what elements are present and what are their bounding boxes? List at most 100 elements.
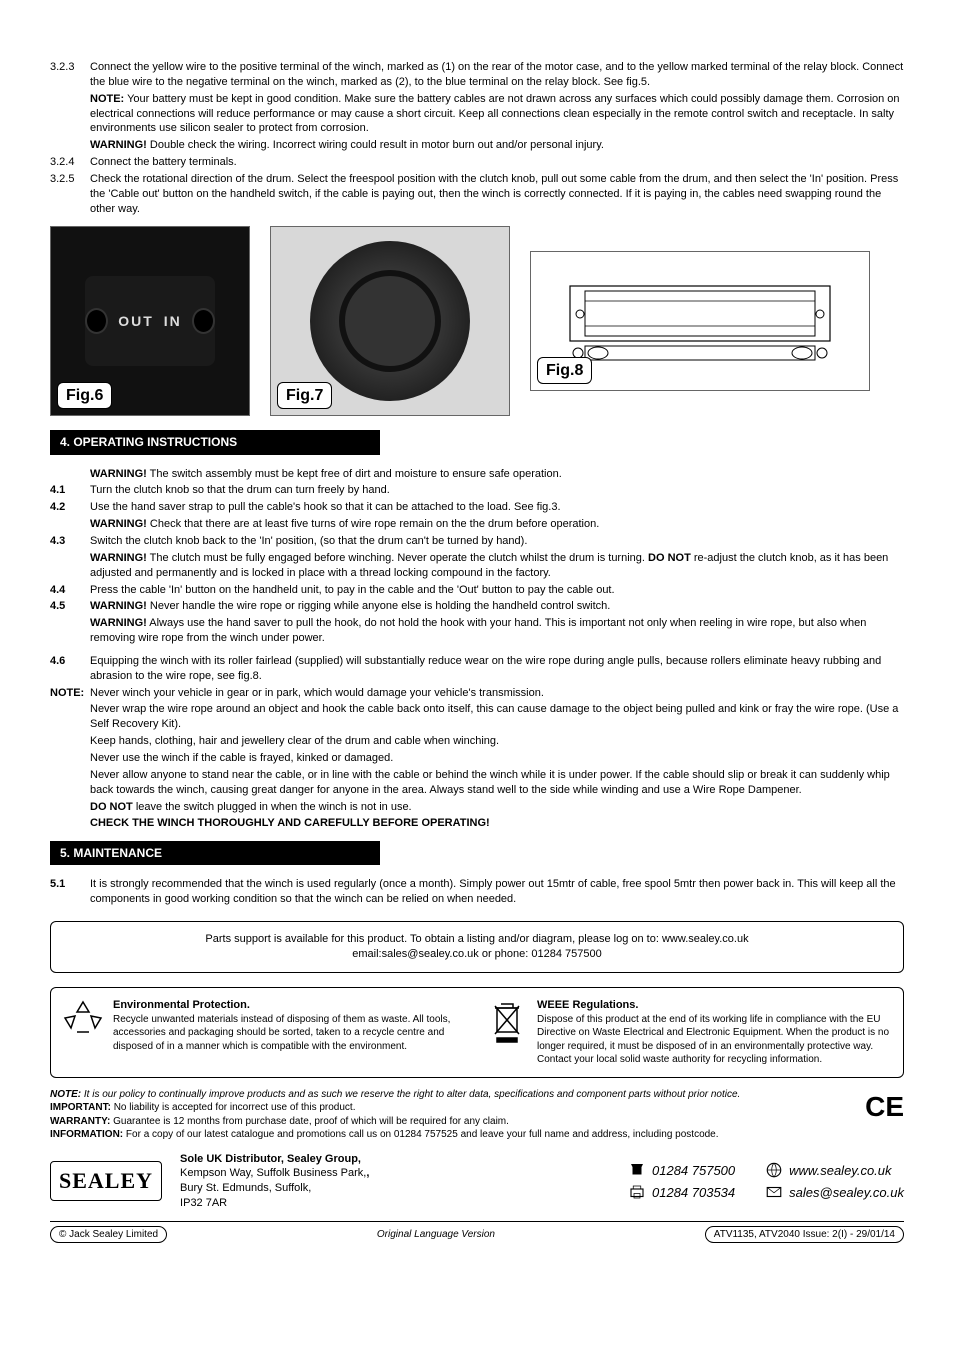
- donot-line: DO NOT leave the switch plugged in when …: [90, 800, 904, 815]
- dist-line-2: Kempson Way, Suffolk Business Park,,: [180, 1167, 369, 1179]
- note-text-5: Never allow anyone to stand near the cab…: [90, 768, 904, 798]
- item-text: Connect the battery terminals.: [90, 155, 904, 170]
- email-address: sales@sealey.co.uk: [789, 1184, 904, 1202]
- legal-note: NOTE: It is our policy to continually im…: [50, 1088, 904, 1102]
- note-text: It is our policy to continually improve …: [81, 1089, 740, 1100]
- warning-label: WARNING!: [90, 600, 147, 612]
- warning-label: WARNING!: [90, 468, 147, 480]
- clutch-knob-graphic: [310, 241, 470, 401]
- donot-text: leave the switch plugged in when the win…: [133, 801, 412, 813]
- warning-label: WARNING!: [90, 617, 147, 629]
- check-line: CHECK THE WINCH THOROUGHLY AND CAREFULLY…: [90, 816, 904, 831]
- important-label: IMPORTANT:: [50, 1102, 111, 1113]
- note-text-2: Never wrap the wire rope around an objec…: [90, 702, 904, 732]
- note-block: NOTE: Your battery must be kept in good …: [90, 92, 904, 137]
- warranty-text: Guarantee is 12 months from purchase dat…: [110, 1116, 509, 1127]
- env-column: Environmental Protection. Recycle unwant…: [63, 998, 467, 1067]
- item-number: 3.2.3: [50, 60, 90, 90]
- warning-text: Double check the wiring. Incorrect wirin…: [147, 139, 604, 151]
- legal-information: INFORMATION: For a copy of our latest ca…: [50, 1128, 904, 1142]
- fax: 01284 703534: [628, 1183, 735, 1201]
- dist-line-4: IP32 7AR: [180, 1197, 227, 1209]
- email: sales@sealey.co.uk: [765, 1183, 904, 1201]
- note-label: NOTE:: [90, 93, 124, 105]
- sec4-warning-top: WARNING! The switch assembly must be kep…: [90, 467, 904, 482]
- figure-6: OUT IN Fig.6: [50, 226, 250, 416]
- note-text: Your battery must be kept in good condit…: [90, 93, 900, 135]
- item-4-5-warning2: WARNING! Always use the hand saver to pu…: [90, 616, 904, 646]
- item-text: WARNING! Never handle the wire rope or r…: [90, 599, 904, 614]
- remote-switch-graphic: OUT IN: [85, 276, 215, 366]
- legal-block: CE NOTE: It is our policy to continually…: [50, 1088, 904, 1142]
- donot-label: DO NOT: [90, 801, 133, 813]
- item-number: 4.6: [50, 655, 65, 667]
- item-number: 3.2.4: [50, 155, 90, 170]
- issue-info: ATV1135, ATV2040 Issue: 2(I) - 29/01/14: [705, 1226, 904, 1244]
- contacts: 01284 757500 www.sealey.co.uk 01284 7035…: [628, 1161, 904, 1201]
- item-3-2-5: 3.2.5 Check the rotational direction of …: [50, 172, 904, 217]
- weee-body: Dispose of this product at the end of it…: [537, 1014, 889, 1066]
- parts-line-1: Parts support is available for this prod…: [67, 932, 887, 947]
- weee-text: WEEE Regulations. Dispose of this produc…: [537, 998, 891, 1067]
- item-number: 4.4: [50, 584, 65, 596]
- note-text-4: Never use the winch if the cable is fray…: [90, 751, 904, 766]
- copyright: © Jack Sealey Limited: [50, 1226, 167, 1244]
- env-body: Recycle unwanted materials instead of di…: [113, 1014, 450, 1052]
- item-3-2-3: 3.2.3 Connect the yellow wire to the pos…: [50, 60, 904, 90]
- warning-label: WARNING!: [90, 139, 147, 151]
- warning-block: WARNING! Double check the wiring. Incorr…: [90, 138, 904, 153]
- weee-icon: [487, 998, 529, 1067]
- in-label: IN: [164, 312, 182, 331]
- item-text: Connect the yellow wire to the positive …: [90, 60, 904, 90]
- legal-warranty: WARRANTY: Guarantee is 12 months from pu…: [50, 1115, 904, 1129]
- fax-icon: [628, 1183, 646, 1201]
- item-4-3: 4.3 Switch the clutch knob back to the '…: [50, 534, 904, 549]
- dist-line-3: Bury St. Edmunds, Suffolk,: [180, 1182, 311, 1194]
- item-5-1: 5.1 It is strongly recommended that the …: [50, 877, 904, 907]
- distributor-row: SEALEY Sole UK Distributor, Sealey Group…: [50, 1152, 904, 1211]
- figure-label: Fig.8: [537, 357, 592, 385]
- website: www.sealey.co.uk: [765, 1161, 904, 1179]
- env-text: Environmental Protection. Recycle unwant…: [113, 998, 467, 1067]
- out-button-graphic: [85, 308, 108, 334]
- item-4-5: 4.5 WARNING! Never handle the wire rope …: [50, 599, 904, 614]
- item-number: 4.5: [50, 600, 65, 612]
- item-4-2: 4.2 Use the hand saver strap to pull the…: [50, 500, 904, 515]
- section-4-header: 4. OPERATING INSTRUCTIONS: [50, 430, 380, 454]
- dist-line-1: Sole UK Distributor, Sealey Group,: [180, 1153, 361, 1165]
- figure-label: Fig.6: [57, 382, 112, 410]
- telephone: 01284 757500: [628, 1161, 735, 1179]
- footer-center: Original Language Version: [377, 1228, 495, 1242]
- parts-support-box: Parts support is available for this prod…: [50, 921, 904, 973]
- item-number: 4.3: [50, 535, 65, 547]
- note-label: NOTE:: [50, 1089, 81, 1100]
- warranty-label: WARRANTY:: [50, 1116, 110, 1127]
- warning-text: Check that there are at least five turns…: [147, 518, 599, 530]
- item-4-6: 4.6 Equipping the winch with its roller …: [50, 654, 904, 684]
- item-text: Press the cable 'In' button on the handh…: [90, 583, 904, 598]
- item-number: 3.2.5: [50, 172, 90, 217]
- fairlead-diagram: [550, 266, 850, 376]
- item-text: Use the hand saver strap to pull the cab…: [90, 500, 904, 515]
- figure-7: Fig.7: [270, 226, 510, 416]
- item-text: Check the rotational direction of the dr…: [90, 172, 904, 217]
- env-weee-box: Environmental Protection. Recycle unwant…: [50, 987, 904, 1078]
- item-text: Turn the clutch knob so that the drum ca…: [90, 483, 904, 498]
- warning-text: The switch assembly must be kept free of…: [147, 468, 562, 480]
- information-label: INFORMATION:: [50, 1129, 123, 1140]
- out-label: OUT: [118, 312, 154, 331]
- check-text: CHECK THE WINCH THOROUGHLY AND CAREFULLY…: [90, 817, 490, 829]
- in-button-graphic: [192, 308, 215, 334]
- item-text: It is strongly recommended that the winc…: [90, 877, 904, 907]
- warning-text-1: Never handle the wire rope or rigging wh…: [147, 600, 611, 612]
- distributor-address: Sole UK Distributor, Sealey Group, Kemps…: [180, 1152, 369, 1211]
- website-url: www.sealey.co.uk: [789, 1162, 891, 1180]
- ce-mark-icon: CE: [865, 1088, 904, 1126]
- note-text-1: Never winch your vehicle in gear or in p…: [90, 686, 904, 701]
- fax-number: 01284 703534: [652, 1184, 735, 1202]
- item-4-3-warning: WARNING! The clutch must be fully engage…: [90, 551, 904, 581]
- recycle-icon: [63, 998, 105, 1067]
- warning-label: WARNING!: [90, 518, 147, 530]
- weee-title: WEEE Regulations.: [537, 999, 638, 1011]
- section-5-header: 5. MAINTENANCE: [50, 841, 380, 865]
